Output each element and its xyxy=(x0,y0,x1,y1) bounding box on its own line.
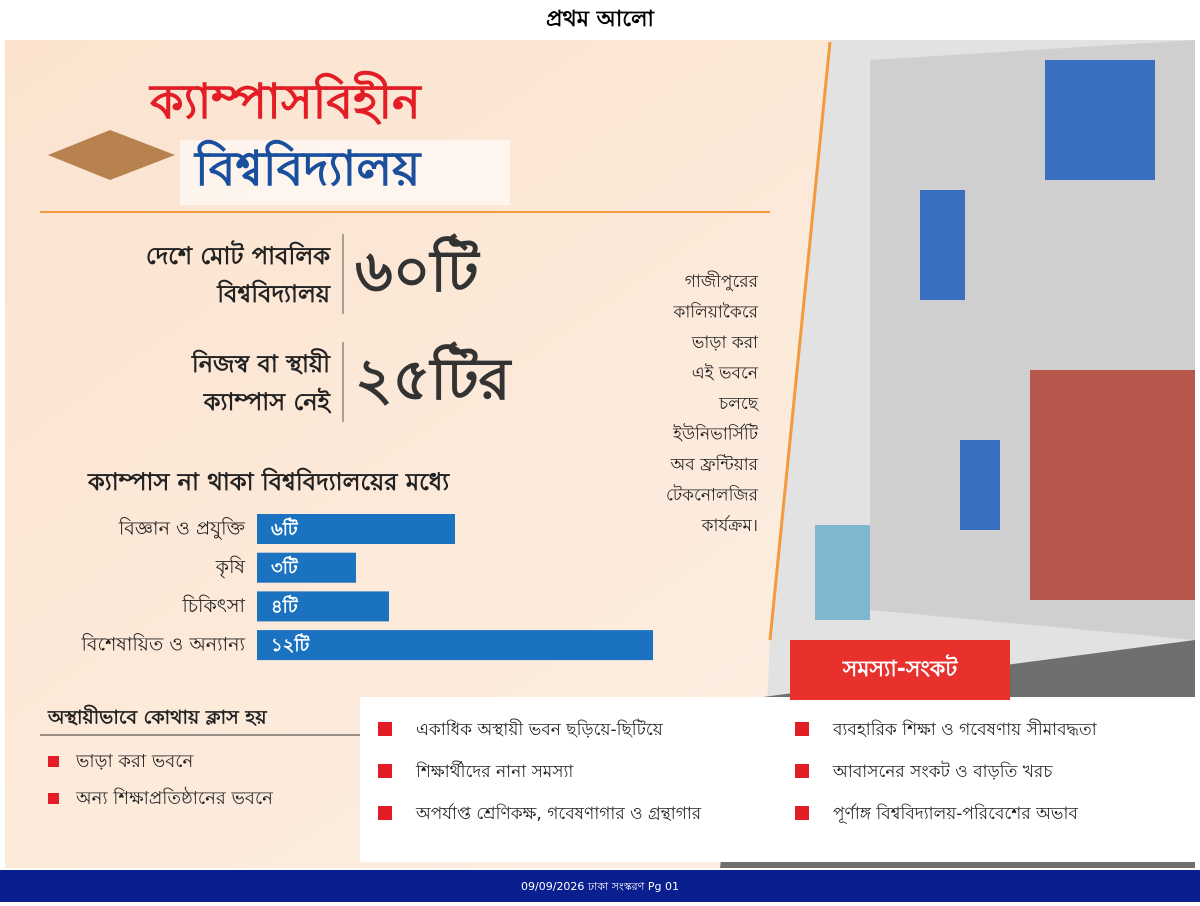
bar-label: বিশেষায়িত ও অন্যান্য xyxy=(81,634,246,656)
photo-caption: এই ভবনে xyxy=(692,364,759,384)
bar xyxy=(257,630,653,661)
bar-value: ১২টি xyxy=(271,633,311,656)
stat-label: ক্যাম্পাস নেই xyxy=(203,387,332,416)
problem-item: একাধিক অস্থায়ী ভবন ছড়িয়ে-ছিটিয়ে xyxy=(416,719,664,740)
bar-value: ৬টি xyxy=(271,517,299,540)
photo-caption: চলছে xyxy=(718,394,760,414)
temp-heading: অস্থায়ীভাবে কোথায় ক্লাস হয় xyxy=(47,705,267,729)
bar-label: কৃষি xyxy=(215,556,246,579)
footer-text: 09/09/2026 ঢাকা সংস্করণ Pg 01 xyxy=(521,880,679,893)
problem-item: ব্যবহারিক শিক্ষা ও গবেষণায় সীমাবদ্ধতা xyxy=(832,719,1098,740)
bullet xyxy=(378,764,392,778)
bullet xyxy=(795,764,809,778)
temp-item: ভাড়া করা ভবনে xyxy=(75,751,194,772)
cap-icon xyxy=(48,130,175,180)
photo-caption: গাজীপুরের xyxy=(685,271,759,292)
problem-badge xyxy=(790,640,1010,700)
photo-caption: কার্যক্রম। xyxy=(701,515,758,536)
bullet xyxy=(48,793,59,804)
title-line2: বিশ্ববিদ্যালয় xyxy=(193,140,422,197)
logo: প্রথম আলো xyxy=(546,7,655,32)
stat-label: দেশে মোট পাবলিক xyxy=(146,240,331,270)
bullet xyxy=(378,722,392,736)
photo-caption: কালিয়াকৈরে xyxy=(672,302,758,323)
photo-caption: টেকনোলজির xyxy=(666,485,759,506)
bar-value: ৩টি xyxy=(271,556,299,579)
bar xyxy=(257,591,389,622)
problem-item: আবাসনের সংকট ও বাড়তি খরচ xyxy=(832,761,1053,782)
title-line1: ক্যাম্পাসবিহীন xyxy=(148,70,423,130)
bullet xyxy=(795,722,809,736)
problem-panel xyxy=(360,697,1195,862)
stat-value: ২৫টির xyxy=(355,341,513,413)
problem-item: শিক্ষার্থীদের নানা সমস্যা xyxy=(415,761,574,782)
bullet xyxy=(795,806,809,820)
chart-heading: ক্যাম্পাস না থাকা বিশ্ববিদ্যালয়ের মধ্যে xyxy=(87,467,450,496)
temp-item: অন্য শিক্ষাপ্রতিষ্ঠানের ভবনে xyxy=(75,787,273,809)
photo-caption: ইউনিভার্সিটি xyxy=(672,424,759,445)
bar-label: চিকিৎসা xyxy=(181,595,245,617)
bar xyxy=(257,552,356,583)
bar xyxy=(257,514,455,544)
problem-item: পূর্ণাঙ্গ বিশ্ববিদ্যালয়-পরিবেশের অভাব xyxy=(833,803,1078,824)
bullet xyxy=(378,806,392,820)
problem-heading: সমস্যা-সংকট xyxy=(842,654,959,682)
footer-bar xyxy=(0,870,1200,902)
problem-item: অপর্যাপ্ত শ্রেণিকক্ষ, গবেষণাগার ও গ্রন্থ… xyxy=(415,803,702,824)
stat-label: বিশ্ববিদ্যালয় xyxy=(216,279,331,308)
bullet xyxy=(48,756,59,767)
photo-caption: অব ফ্রন্টিয়ার xyxy=(670,454,759,475)
bar-label: বিজ্ঞান ও প্রযুক্তি xyxy=(118,518,246,540)
title-bg xyxy=(180,140,510,205)
stat-label: নিজস্ব বা স্থায়ী xyxy=(191,348,331,378)
stat-value: ৬০টি xyxy=(355,233,481,305)
photo-caption: ভাড়া করা xyxy=(691,333,759,353)
bar-value: ৪টি xyxy=(271,594,299,617)
